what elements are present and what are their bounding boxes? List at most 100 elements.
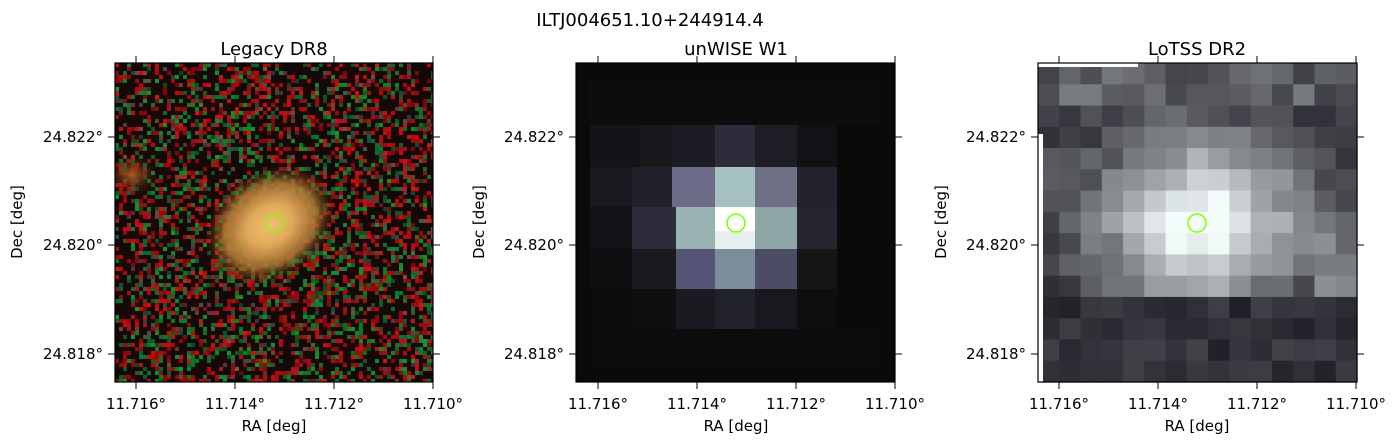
pixel (1101, 254, 1124, 277)
pixel (1271, 211, 1294, 234)
pixel (1229, 211, 1252, 234)
pixel (1271, 296, 1294, 319)
pixel (1165, 84, 1188, 107)
pixel (1123, 339, 1145, 362)
pixel (1165, 296, 1188, 319)
pixel (1208, 190, 1230, 213)
pixel (1271, 254, 1294, 277)
pixel (1080, 360, 1103, 383)
pixel (1293, 169, 1316, 192)
pixel (1101, 275, 1124, 298)
pixel (1038, 360, 1060, 383)
y-tick-label: 24.820° (43, 236, 103, 254)
pixel (1123, 296, 1145, 319)
pixel (1229, 318, 1252, 341)
x-axis-label: RA [deg] (242, 417, 307, 435)
pixel (1293, 105, 1316, 128)
pixel (1186, 296, 1209, 319)
x-tick-label: 11.716° (1029, 395, 1089, 413)
pixel (1335, 233, 1358, 255)
galaxy-image (115, 63, 433, 382)
pixel (1293, 275, 1316, 298)
pixel (1059, 105, 1082, 128)
pixel (1101, 211, 1124, 234)
pixel (1250, 105, 1273, 128)
x-axis-label: RA [deg] (704, 417, 769, 435)
pixel (1165, 360, 1188, 383)
pixel (1165, 339, 1188, 362)
pixel (1293, 233, 1316, 255)
pixel (1293, 148, 1316, 170)
pixel (1186, 360, 1209, 383)
pixel (1250, 360, 1273, 383)
pixel (1080, 105, 1103, 128)
pixel (1080, 84, 1103, 107)
pixel (1144, 105, 1167, 128)
pixel (1250, 126, 1273, 149)
pixel (1229, 360, 1252, 383)
figure-suptitle: ILTJ004651.10+244914.4 (536, 10, 763, 31)
pixel (1293, 211, 1316, 234)
pixel (1123, 84, 1145, 107)
pixel (1080, 126, 1103, 149)
pixel (1165, 190, 1188, 213)
pixel (1271, 339, 1294, 362)
pixel (1208, 169, 1230, 192)
pixel (1250, 233, 1273, 255)
pixel (1229, 254, 1252, 277)
pixel (1080, 296, 1103, 319)
pixel (1059, 233, 1082, 255)
pixel (1144, 318, 1167, 341)
pixel (1038, 126, 1060, 149)
pixel (1101, 84, 1124, 107)
pixel (1271, 360, 1294, 383)
pixel (1335, 148, 1358, 170)
pixel (1123, 126, 1145, 149)
pixel (1335, 275, 1358, 298)
pixel (1080, 233, 1103, 255)
pixel (1059, 84, 1082, 107)
y-ticks: 24.822° 24.820° 24.818° (966, 128, 1364, 363)
x-tick-label: 11.716° (106, 395, 166, 413)
pixel (1144, 275, 1167, 298)
pixel (1186, 126, 1209, 149)
pixel (1229, 84, 1252, 107)
x-ticks: 11.716° 11.714° 11.712° 11.710° (1029, 56, 1386, 413)
panel-legacy: Legacy DR8 11.716° 11.714° 11.712° 11.71… (8, 39, 463, 435)
pixel (1250, 275, 1273, 298)
pixel (1335, 339, 1358, 362)
pixel (1314, 126, 1337, 149)
pixel (1208, 275, 1230, 298)
y-tick-label: 24.822° (966, 128, 1026, 146)
pixel (1335, 360, 1358, 383)
pixel (1293, 63, 1316, 85)
x-tick-label: 11.712° (1227, 395, 1287, 413)
pixel (1314, 211, 1337, 234)
pixel (1186, 318, 1209, 341)
pixel (1080, 190, 1103, 213)
pixel (1059, 296, 1082, 319)
pixel (1271, 190, 1294, 213)
pixel (1208, 211, 1230, 234)
pixel (1293, 190, 1316, 213)
pixel (1186, 148, 1209, 170)
pixel (1314, 360, 1337, 383)
red-blob (115, 153, 160, 197)
pixel (1101, 105, 1124, 128)
pixel (1229, 296, 1252, 319)
pixel (1144, 63, 1167, 85)
pixel (1123, 275, 1145, 298)
pixel (1250, 63, 1273, 85)
panel-unwise: unWISE W1 (470, 39, 925, 435)
y-tick-label: 24.822° (504, 128, 564, 146)
pixel (1059, 254, 1082, 277)
pixel (1059, 275, 1082, 298)
pixel (1229, 63, 1252, 85)
pixel (1080, 254, 1103, 277)
pixel (1059, 211, 1082, 234)
pixel (1229, 339, 1252, 362)
pixel (1080, 275, 1103, 298)
y-tick-label: 24.820° (504, 236, 564, 254)
pixel (1271, 148, 1294, 170)
